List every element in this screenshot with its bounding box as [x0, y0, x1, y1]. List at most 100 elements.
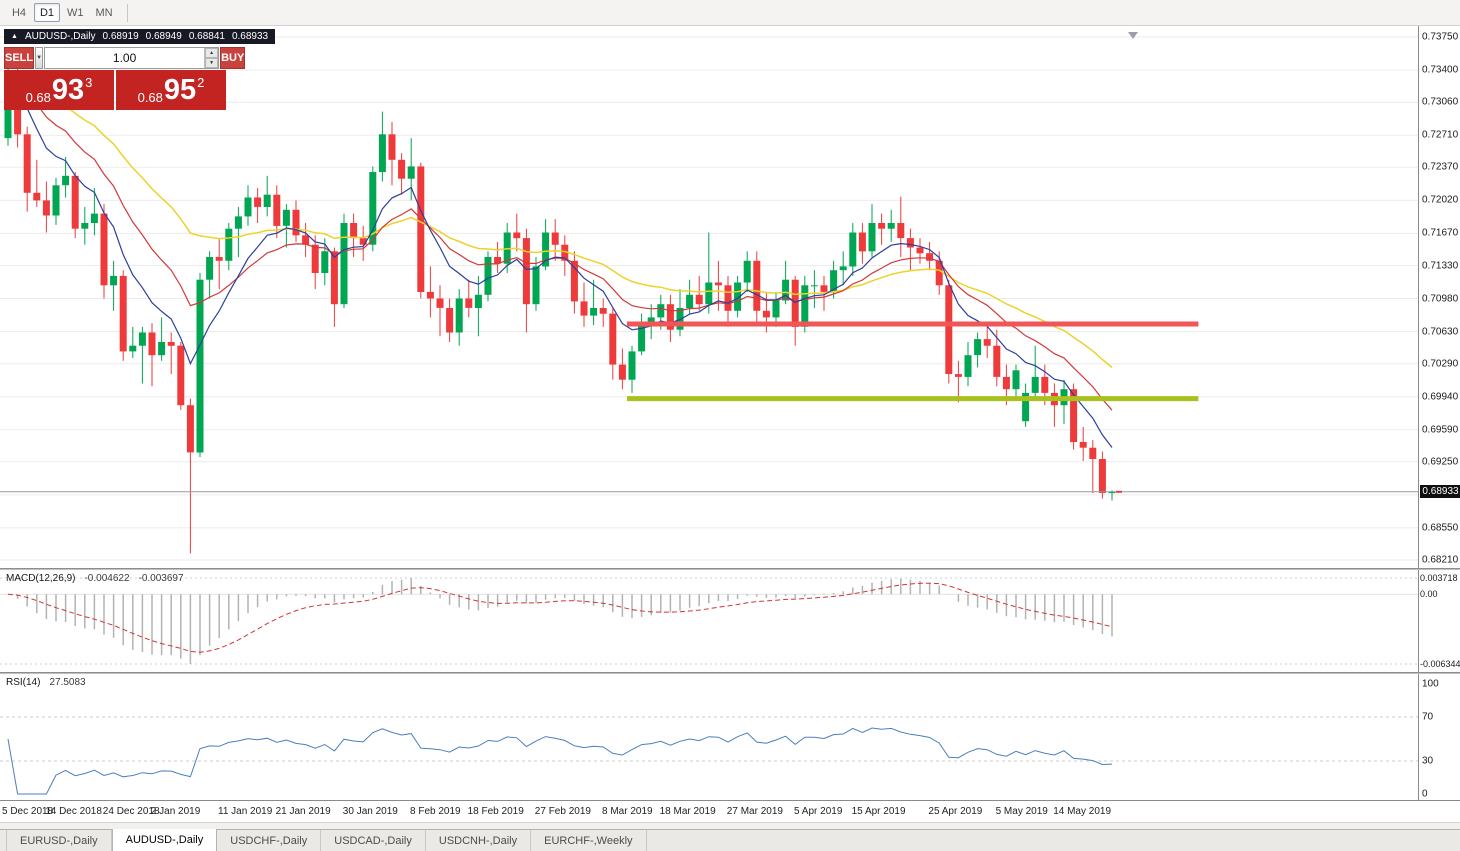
candle-body: [350, 223, 358, 239]
date-label: 8 Mar 2019: [602, 806, 653, 817]
toolbar-separator: [126, 3, 128, 22]
candle-body: [570, 260, 578, 302]
candle-body: [954, 374, 962, 377]
date-label: 5 Dec 2018: [2, 806, 54, 817]
timeframe-button-d1[interactable]: D1: [34, 3, 60, 22]
date-label: 8 Feb 2019: [410, 806, 461, 817]
candle-body: [311, 244, 319, 273]
chart-tab-eurchf-weekly[interactable]: EURCHF-,Weekly: [531, 830, 647, 851]
macd-axis-label: -0.006344: [1420, 659, 1460, 669]
candle-body: [398, 159, 406, 179]
candle-body: [878, 223, 886, 229]
rsi-label: RSI(14) 27.5083: [6, 677, 86, 688]
macd-signal-line: [7, 582, 1113, 653]
trade-controls-row: SELL ▼ ▲ ▼ BUY: [4, 47, 246, 69]
candlestick-chart[interactable]: [0, 26, 1418, 568]
candle-body: [628, 351, 636, 380]
candle-body: [90, 213, 98, 223]
sell-price-button[interactable]: 0.68 93 3: [4, 70, 114, 110]
candle-body: [753, 260, 761, 311]
candle-body: [494, 257, 502, 264]
price-axis-label: 0.70980: [1422, 293, 1459, 304]
price-axis-label: 0.68550: [1422, 522, 1459, 534]
ma-fast-line: [7, 69, 1113, 448]
candle-body: [1108, 491, 1116, 494]
candle-body: [666, 304, 674, 330]
candle-body: [129, 345, 137, 352]
volume-input[interactable]: [45, 48, 205, 68]
buy-price-button[interactable]: 0.68 95 2: [116, 70, 226, 110]
ma-slow-line: [7, 69, 1113, 369]
panel-splitter-2[interactable]: [0, 672, 1460, 674]
timeframe-button-h4[interactable]: H4: [6, 3, 32, 22]
volume-dropdown-button[interactable]: ▼: [35, 47, 44, 69]
ma-mid-line: [7, 69, 1113, 411]
candle-body: [830, 270, 838, 292]
candle-body: [714, 282, 722, 286]
volume-spinner-up[interactable]: ▲: [205, 48, 219, 58]
chart-tab-usdchf-daily[interactable]: USDCHF-,Daily: [217, 830, 322, 851]
rsi-indicator-panel[interactable]: 100 70 30 0 RSI(14) 27.5083: [0, 674, 1460, 800]
candle-body: [119, 275, 127, 352]
buy-button[interactable]: BUY: [220, 47, 246, 69]
price-axis-label: 0.73750: [1422, 31, 1459, 43]
sell-button[interactable]: SELL: [4, 47, 35, 69]
candle-body: [206, 257, 214, 280]
candle-body: [1041, 376, 1049, 393]
bid-prefix: 0.68: [25, 90, 51, 105]
candle-body: [791, 279, 799, 327]
chart-tab-eurusd-daily[interactable]: EURUSD-,Daily: [6, 830, 112, 851]
candle-body: [1089, 447, 1097, 459]
rsi-axis-label: 100: [1422, 678, 1439, 690]
candle-body: [743, 260, 751, 283]
chart-tab-usdcnh-daily[interactable]: USDCNH-,Daily: [426, 830, 532, 851]
candle-body: [926, 253, 934, 261]
ask-prefix: 0.68: [137, 90, 163, 105]
price-axis-label: 0.69940: [1422, 391, 1459, 403]
candle-body: [801, 285, 809, 327]
macd-chart[interactable]: [0, 570, 1418, 672]
rsi-axis[interactable]: 100 70 30 0: [1418, 674, 1460, 800]
candle-body: [772, 300, 780, 318]
price-axis[interactable]: 0.68933 0.73750 0.73400 0.73060 0.72710 0.72…: [1418, 26, 1460, 568]
candle-body: [282, 209, 290, 226]
collapse-icon[interactable]: ▲: [11, 33, 18, 40]
rsi-name: RSI(14): [6, 677, 41, 688]
candle-body: [340, 223, 348, 305]
candle-body: [542, 232, 550, 267]
date-label: 30 Jan 2019: [342, 806, 398, 817]
time-axis[interactable]: 5 Dec 2018 14 Dec 2018 24 Dec 2018 2 Jan 20…: [0, 800, 1460, 822]
current-price-badge: 0.68933: [1420, 485, 1460, 498]
candle-body: [868, 223, 876, 252]
candle-body: [465, 298, 473, 308]
candle-body: [657, 304, 665, 318]
ask-big-digits: 95: [163, 73, 197, 106]
candle-body: [1079, 442, 1087, 448]
panel-splitter-1[interactable]: [0, 568, 1460, 570]
macd-indicator-panel[interactable]: 0.003718 0.00 -0.006344 MACD(12,26,9) -0.0…: [0, 570, 1460, 672]
volume-spinner-down[interactable]: ▼: [205, 58, 219, 68]
candle-body: [359, 238, 367, 245]
price-chart-panel[interactable]: 0.68933 0.73750 0.73400 0.73060 0.72710 0.72…: [0, 26, 1460, 568]
macd-axis[interactable]: 0.003718 0.00 -0.006344: [1418, 570, 1460, 672]
candle-body: [1031, 376, 1039, 393]
macd-axis-label: 0.00: [1420, 589, 1438, 600]
candle-body: [945, 285, 953, 374]
candle-body: [254, 197, 262, 207]
candle-body: [887, 223, 895, 229]
candle-body: [234, 216, 242, 229]
rsi-chart[interactable]: [0, 674, 1418, 800]
candle-body: [292, 209, 300, 236]
timeframe-button-w1[interactable]: W1: [62, 3, 89, 22]
ohlc-open: 0.68919: [102, 31, 139, 42]
chart-tab-audusd-daily[interactable]: AUDUSD-,Daily: [111, 829, 218, 851]
candle-body: [695, 294, 703, 305]
price-axis-label: 0.68210: [1422, 554, 1459, 566]
price-axis-label: 0.71670: [1422, 227, 1459, 239]
timeframe-buttons: H4 D1 W1 MN: [6, 3, 120, 22]
price-axis-label: 0.72020: [1422, 194, 1459, 206]
chart-shift-marker[interactable]: [1128, 32, 1138, 39]
timeframe-button-mn[interactable]: MN: [91, 3, 118, 22]
candle-body: [62, 175, 70, 186]
chart-tab-usdcad-daily[interactable]: USDCAD-,Daily: [321, 830, 426, 851]
